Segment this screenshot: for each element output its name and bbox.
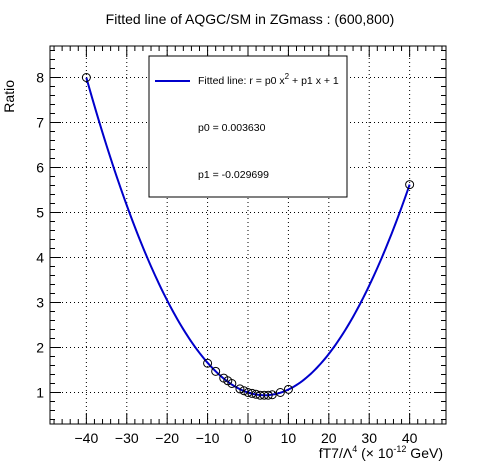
data-point (235, 384, 245, 394)
y-tick-label: 1 (36, 385, 44, 401)
chart-title: Fitted line of AQGC/SM in ZGmass : (600,… (106, 11, 395, 27)
data-point (263, 390, 273, 400)
y-axis-label: Ratio (1, 80, 17, 113)
y-tick-label: 2 (36, 340, 44, 356)
y-tick-label: 7 (36, 115, 44, 131)
x-tick-label: 10 (281, 430, 297, 446)
legend: Fitted line: r = p0 x2 + p1 x + 1 p0 = 0… (148, 55, 348, 198)
data-point (283, 384, 293, 394)
x-tick-label: 0 (244, 430, 252, 446)
legend-entry-label: Fitted line: r = p0 x2 + p1 x + 1 (198, 72, 339, 87)
data-points (81, 73, 415, 400)
data-point (405, 180, 415, 190)
x-tick-label: −30 (115, 430, 139, 446)
data-point (203, 358, 213, 368)
x-tick-label: −10 (196, 430, 220, 446)
data-point (211, 366, 221, 376)
data-point (227, 379, 237, 388)
axis-ticks: −40 −30 −20 −10 0 10 20 30 40 1 2 3 4 5 6 7 8 (36, 46, 446, 446)
y-tick-label: 4 (36, 250, 44, 266)
data-point (239, 386, 249, 396)
data-point (267, 390, 277, 400)
data-point (81, 73, 91, 82)
x-tick-label: 40 (402, 430, 418, 446)
legend-p1-value: p1 = -0.029699 (198, 169, 269, 181)
y-tick-label: 6 (36, 160, 44, 176)
data-point (275, 388, 285, 397)
x-axis-label: fT7/Λ4 (× 10-12 GeV) (319, 444, 443, 461)
x-tick-label: 30 (361, 430, 377, 446)
y-tick-label: 3 (36, 295, 44, 311)
x-tick-label: 20 (321, 430, 337, 446)
x-tick-label: −20 (155, 430, 179, 446)
y-tick-label: 8 (36, 70, 44, 86)
legend-p0-value: p0 = 0.003630 (198, 122, 266, 134)
y-tick-label: 5 (36, 205, 44, 221)
x-tick-label: −40 (74, 430, 98, 446)
legend-box (148, 55, 348, 198)
